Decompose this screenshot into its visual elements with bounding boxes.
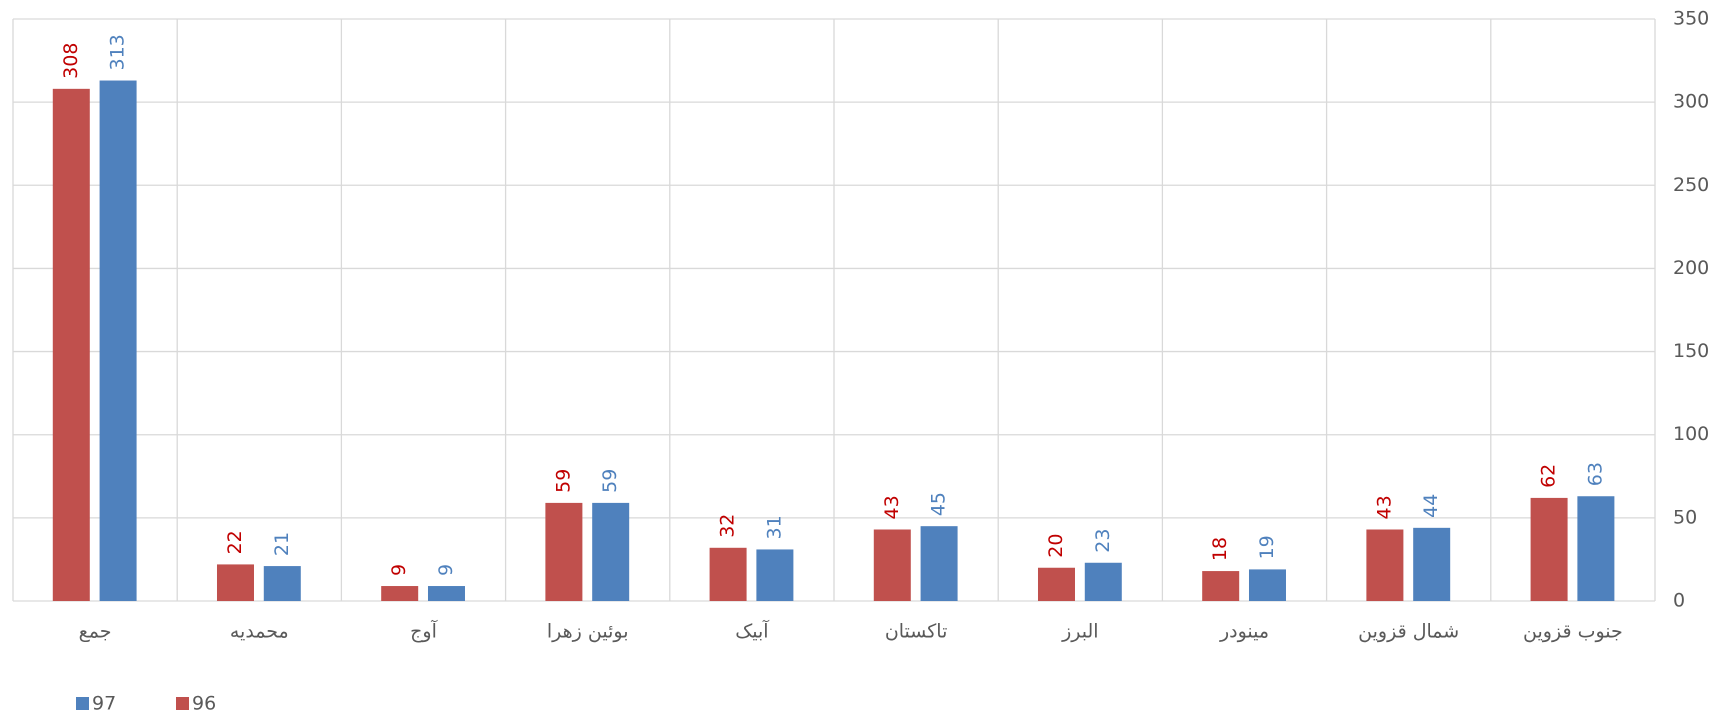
y-tick-label: 300	[1673, 91, 1709, 113]
data-label: 308	[60, 43, 82, 79]
data-label: 313	[107, 34, 129, 70]
data-label: 59	[599, 469, 621, 493]
data-label: 63	[1584, 462, 1606, 486]
x-tick-label: البرز	[1061, 621, 1098, 643]
y-tick-label: 250	[1673, 174, 1709, 196]
bar	[1530, 497, 1568, 601]
y-tick-label: 150	[1673, 340, 1709, 362]
bar	[216, 564, 254, 601]
bar	[263, 566, 301, 601]
x-tick-label: جنوب قزوین	[1523, 621, 1623, 643]
x-tick-label: جمع	[79, 621, 112, 643]
x-tick-label: آبیک	[735, 619, 769, 643]
legend-label: 96	[192, 693, 216, 715]
bar	[381, 586, 419, 601]
bar	[873, 529, 911, 601]
bar	[592, 502, 630, 601]
bar	[1037, 567, 1075, 601]
data-label: 44	[1420, 494, 1442, 518]
bar	[1202, 571, 1240, 601]
data-label: 9	[435, 564, 457, 576]
data-label: 45	[928, 492, 950, 516]
y-tick-label: 200	[1673, 257, 1709, 279]
bar	[1248, 569, 1286, 601]
legend-label: 97	[92, 693, 116, 715]
y-tick-label: 100	[1673, 423, 1709, 445]
y-tick-label: 350	[1673, 8, 1709, 30]
data-label: 20	[1045, 534, 1067, 558]
data-label: 59	[552, 469, 574, 493]
bar	[427, 586, 465, 601]
legend-swatch	[76, 697, 89, 710]
data-label: 22	[224, 530, 246, 554]
data-label: 18	[1209, 537, 1231, 561]
data-label: 43	[881, 495, 903, 519]
legend-swatch	[176, 697, 189, 710]
data-label: 23	[1092, 529, 1114, 553]
data-label: 19	[1256, 535, 1278, 559]
y-tick-label: 0	[1673, 590, 1685, 612]
x-tick-label: بوئین زهرا	[547, 621, 629, 643]
x-tick-label: محمدیه	[230, 621, 289, 643]
data-label: 31	[763, 515, 785, 539]
bar	[52, 88, 90, 602]
x-tick-label: آوج	[410, 619, 437, 643]
x-tick-label: مینودر	[1219, 621, 1269, 643]
data-label: 62	[1538, 464, 1560, 488]
data-label: 21	[271, 532, 293, 556]
bar	[1366, 529, 1404, 601]
bar	[756, 549, 794, 601]
bar	[1577, 496, 1615, 601]
bar	[99, 80, 137, 602]
y-tick-label: 50	[1673, 506, 1697, 528]
data-label: 43	[1373, 495, 1395, 519]
data-label: 32	[717, 514, 739, 538]
bar	[1084, 562, 1122, 601]
bar	[1413, 527, 1451, 601]
bar	[920, 526, 958, 601]
bar	[545, 502, 583, 601]
data-label: 9	[388, 564, 410, 576]
x-tick-label: تاکستان	[885, 621, 948, 643]
bar	[709, 547, 747, 601]
x-tick-label: شمال قزوین	[1358, 621, 1459, 643]
